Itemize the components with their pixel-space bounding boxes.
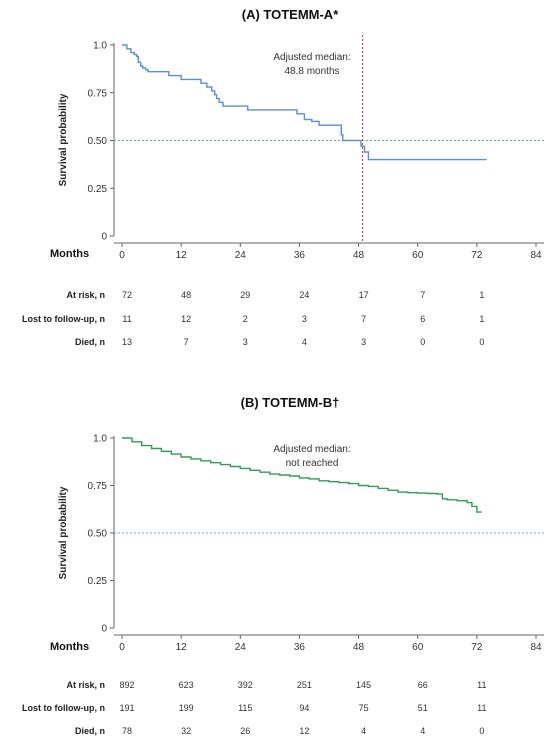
x-tick-label: 84 bbox=[530, 250, 542, 261]
y-tick-label: 0.25 bbox=[88, 576, 108, 587]
x-tick-label: 84 bbox=[530, 642, 542, 653]
risk-table-cell: 115 bbox=[238, 703, 252, 713]
y-tick-label: 0.75 bbox=[88, 88, 108, 99]
median-annotation: not reached bbox=[286, 458, 339, 469]
y-tick-label: 0.50 bbox=[88, 136, 108, 147]
risk-table-cell: 1 bbox=[479, 290, 484, 300]
x-tick-label: 0 bbox=[119, 250, 125, 261]
risk-table-cell: 51 bbox=[418, 703, 428, 713]
risk-table-cell: 17 bbox=[359, 290, 369, 300]
y-tick-label: 0 bbox=[101, 624, 107, 635]
risk-table-cell: 11 bbox=[477, 680, 486, 690]
risk-table-cell: 4 bbox=[361, 726, 366, 736]
y-tick-label: 1.0 bbox=[93, 434, 107, 445]
x-tick-label: 48 bbox=[353, 642, 365, 653]
risk-table-cell: 0 bbox=[420, 337, 425, 347]
risk-table-cell: 94 bbox=[299, 703, 309, 713]
risk-table-cell: 2 bbox=[243, 314, 248, 324]
x-tick-label: 24 bbox=[235, 250, 247, 261]
survival-curve bbox=[122, 44, 487, 161]
x-tick-label: 72 bbox=[471, 250, 483, 261]
risk-table-cell: 4 bbox=[302, 337, 307, 347]
risk-table-cell: 7 bbox=[184, 337, 189, 347]
risk-table-cell: 3 bbox=[361, 337, 366, 347]
risk-table-cell: 1 bbox=[479, 314, 484, 324]
x-tick-label: 0 bbox=[119, 642, 125, 653]
risk-table-cell: 7 bbox=[420, 290, 425, 300]
y-tick-label: 0.75 bbox=[88, 481, 108, 492]
x-tick-label: 60 bbox=[412, 642, 424, 653]
x-tick-label: 60 bbox=[412, 250, 424, 261]
risk-table-cell: 892 bbox=[119, 680, 134, 690]
risk-table-row-label: Died, n bbox=[75, 726, 105, 736]
risk-table-cell: 24 bbox=[299, 290, 309, 300]
risk-table-row-label: Lost to follow-up, n bbox=[22, 703, 105, 713]
risk-table-cell: 32 bbox=[181, 726, 191, 736]
risk-table-cell: 13 bbox=[122, 337, 132, 347]
risk-table-cell: 78 bbox=[122, 726, 132, 736]
panel-a: (A) TOTEMM-A* Survival probability 0 0.25 0.… bbox=[22, 7, 544, 347]
median-annotation: Adjusted median: bbox=[273, 52, 350, 63]
chart-title: (A) TOTEMM-A* bbox=[242, 7, 339, 22]
y-tick-label: 0.25 bbox=[88, 184, 108, 195]
x-tick-label: 12 bbox=[176, 250, 188, 261]
y-tick-label: 0.50 bbox=[88, 529, 108, 540]
risk-table-cell: 26 bbox=[240, 726, 250, 736]
y-axis-label: Survival probability bbox=[58, 93, 69, 186]
risk-table-cell: 392 bbox=[238, 680, 253, 690]
risk-table-cell: 4 bbox=[420, 726, 425, 736]
x-tick-label: 24 bbox=[235, 642, 247, 653]
x-tick-label: 36 bbox=[294, 642, 306, 653]
risk-table-row-label: Died, n bbox=[75, 337, 105, 347]
survival-curve bbox=[122, 437, 482, 513]
risk-table-cell: 75 bbox=[359, 703, 369, 713]
risk-table-cell: 191 bbox=[119, 703, 134, 713]
x-axis-label: Months bbox=[50, 248, 89, 260]
risk-table-cell: 7 bbox=[361, 314, 366, 324]
median-annotation: Adjusted median: bbox=[273, 444, 350, 455]
median-annotation: 48.8 months bbox=[284, 66, 339, 77]
risk-table-cell: 11 bbox=[477, 703, 486, 713]
risk-table-cell: 0 bbox=[479, 726, 484, 736]
risk-table-cell: 623 bbox=[179, 680, 194, 690]
risk-table-row-label: At risk, n bbox=[66, 680, 105, 690]
risk-table-cell: 3 bbox=[243, 337, 248, 347]
risk-table-cell: 12 bbox=[299, 726, 309, 736]
y-tick-label: 0 bbox=[101, 232, 107, 243]
risk-table-cell: 29 bbox=[240, 290, 250, 300]
risk-table-cell: 48 bbox=[181, 290, 191, 300]
risk-table-cell: 72 bbox=[122, 290, 132, 300]
risk-table-cell: 12 bbox=[181, 314, 191, 324]
x-tick-label: 72 bbox=[471, 642, 483, 653]
x-axis-label: Months bbox=[50, 641, 89, 653]
chart-title: (B) TOTEMM-B† bbox=[241, 395, 340, 410]
risk-table-cell: 145 bbox=[356, 680, 371, 690]
risk-table-cell: 0 bbox=[479, 337, 484, 347]
x-tick-label: 36 bbox=[294, 250, 306, 261]
risk-table-cell: 66 bbox=[418, 680, 428, 690]
panel-b: (B) TOTEMM-B† Survival probability 0 0.25 0.… bbox=[22, 395, 544, 736]
risk-table-cell: 199 bbox=[179, 703, 194, 713]
y-tick-label: 1.0 bbox=[93, 41, 107, 52]
risk-table-cell: 11 bbox=[122, 314, 131, 324]
risk-table-row-label: Lost to follow-up, n bbox=[22, 314, 105, 324]
x-tick-label: 12 bbox=[176, 642, 188, 653]
risk-table-row-label: At risk, n bbox=[66, 290, 105, 300]
x-tick-label: 48 bbox=[353, 250, 365, 261]
risk-table-cell: 251 bbox=[297, 680, 312, 690]
risk-table-cell: 3 bbox=[302, 314, 307, 324]
risk-table-cell: 6 bbox=[420, 314, 425, 324]
y-axis-label: Survival probability bbox=[58, 486, 69, 579]
